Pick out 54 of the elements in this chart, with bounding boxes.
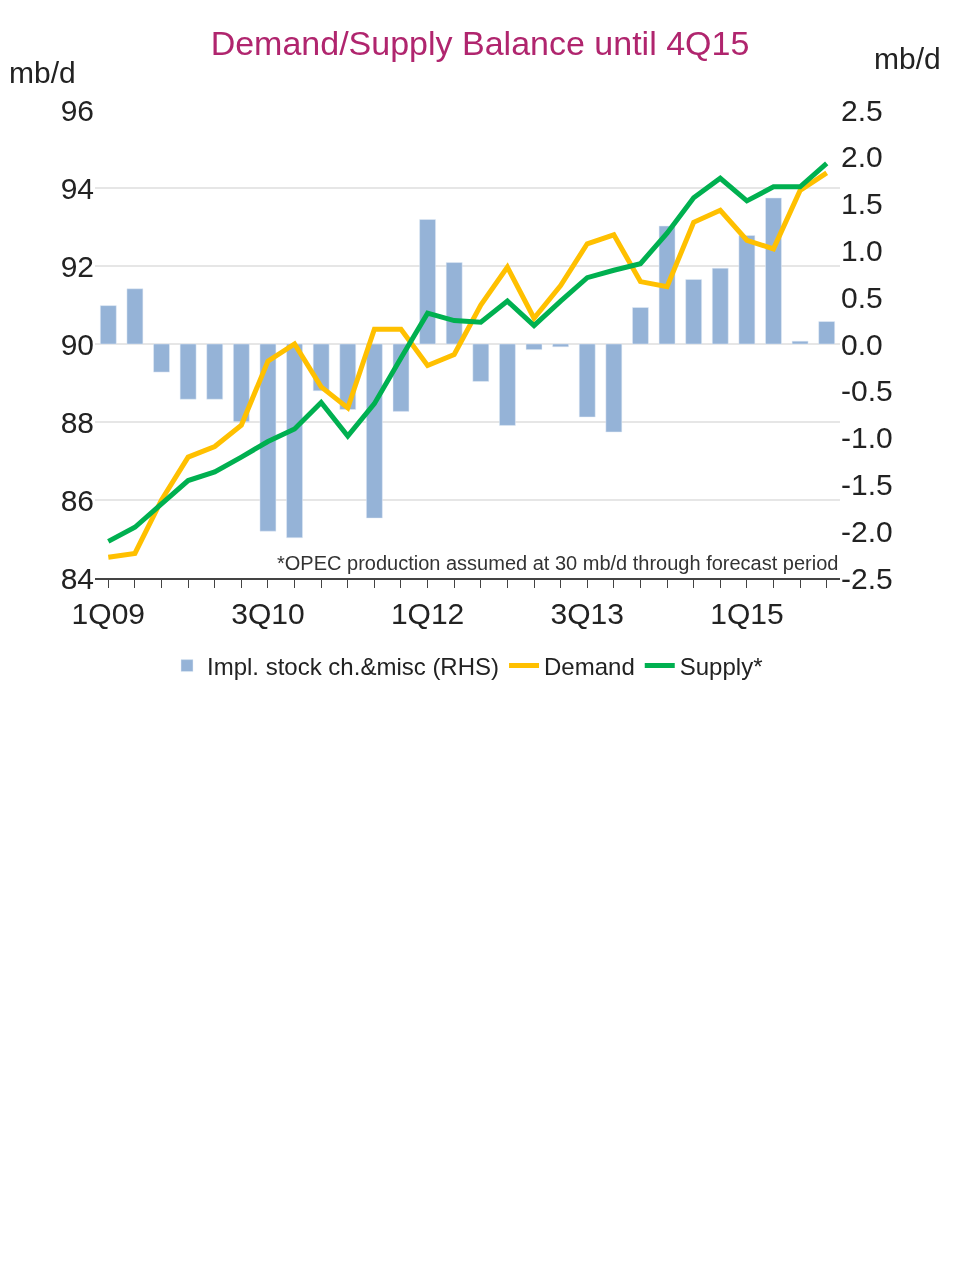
y2-tick-label: -0.5 bbox=[841, 374, 893, 408]
bar bbox=[259, 343, 277, 532]
y2-tick-label: 2.5 bbox=[841, 93, 883, 127]
y2-tick-label: -1.0 bbox=[841, 421, 893, 455]
legend-label: Impl. stock ch.&misc (RHS) bbox=[207, 652, 500, 680]
bar bbox=[712, 267, 729, 345]
bar bbox=[632, 307, 649, 345]
bar bbox=[445, 262, 463, 345]
x-tick-label: 1Q12 bbox=[390, 597, 465, 630]
bar bbox=[126, 288, 144, 345]
bar bbox=[525, 343, 543, 350]
bar bbox=[233, 343, 250, 422]
bar bbox=[738, 235, 756, 345]
y2-tick-label: -1.5 bbox=[841, 467, 893, 501]
bar bbox=[100, 305, 117, 345]
bar bbox=[791, 340, 809, 345]
annotation: *OPEC production assumed at 30 mb/d through forecast period bbox=[277, 552, 839, 574]
y-tick-label: 90 bbox=[60, 327, 94, 361]
x-tick-label: 1Q15 bbox=[710, 597, 784, 630]
x-tick-label: 1Q09 bbox=[71, 597, 145, 630]
chart-title: Demand/Supply Balance until 4Q15 bbox=[210, 24, 750, 63]
y-tick-label: 96 bbox=[60, 93, 94, 127]
bar bbox=[685, 279, 702, 345]
y2-tick-label: 1.5 bbox=[841, 187, 883, 221]
bar bbox=[765, 197, 782, 345]
bar bbox=[605, 343, 623, 433]
bar bbox=[472, 343, 490, 382]
bar bbox=[579, 343, 596, 418]
y-tick-label: 88 bbox=[60, 405, 94, 439]
bar bbox=[179, 343, 197, 400]
legend-label: Demand bbox=[544, 652, 635, 680]
y2-tick-label: -2.0 bbox=[841, 514, 893, 548]
bar bbox=[206, 343, 223, 400]
bar bbox=[552, 343, 569, 348]
y2-tick-label: 0.5 bbox=[841, 280, 883, 314]
y2-tick-label: 1.0 bbox=[841, 233, 883, 267]
y2-tick-label: 0.0 bbox=[841, 327, 883, 361]
legend-label: Supply* bbox=[679, 652, 763, 680]
y2-tick-label: -2.5 bbox=[841, 561, 893, 595]
bar bbox=[419, 219, 436, 345]
y-tick-label: 92 bbox=[60, 249, 94, 283]
bar bbox=[499, 343, 516, 426]
bar bbox=[286, 343, 303, 538]
y-tick-label: 84 bbox=[60, 561, 94, 595]
bar bbox=[153, 343, 170, 373]
y2-tick-label: 2.0 bbox=[841, 140, 883, 174]
y-tick-label: 94 bbox=[60, 171, 94, 205]
x-tick-label: 3Q13 bbox=[550, 597, 624, 630]
y-axis-title: mb/d bbox=[9, 56, 76, 89]
y-tick-label: 86 bbox=[60, 483, 94, 517]
bar bbox=[818, 321, 835, 345]
y2-axis-title: mb/d bbox=[874, 42, 941, 75]
x-tick-label: 3Q10 bbox=[231, 597, 305, 630]
bar bbox=[366, 343, 383, 519]
